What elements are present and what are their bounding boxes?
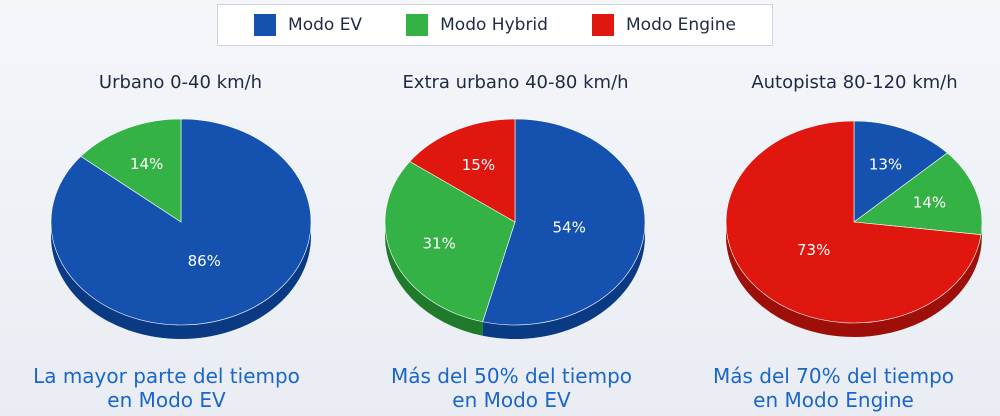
legend: Modo EV Modo Hybrid Modo Engine xyxy=(217,4,773,46)
caption-urbano-line-2: en Modo EV xyxy=(107,388,226,412)
chart-title-urbano: Urbano 0-40 km/h xyxy=(98,72,263,93)
caption-urbano: La mayor parte del tiempo en Modo EV xyxy=(0,364,333,412)
pie-slice-extra-urbano-40-80-km-h-modo-ev xyxy=(482,118,646,326)
pie-slice-extra-urbano-40-80-km-h-modo-engine xyxy=(409,118,516,223)
chart-title-autopista: Autopista 80-120 km/h xyxy=(751,72,958,93)
legend-swatch-hybrid xyxy=(406,14,429,36)
caption-extra-urbano-line-1: Más del 50% del tiempo xyxy=(390,364,633,388)
pie-label-extra-urbano-40-80-km-h-modo-hybrid: 31% xyxy=(422,235,455,253)
pie-side-extra-urbano-40-80-km-h-modo-hybrid xyxy=(385,222,483,336)
caption-autopista-line-1: Más del 70% del tiempo xyxy=(712,364,955,388)
legend-swatch-engine xyxy=(592,14,615,36)
legend-item-engine: Modo Engine xyxy=(592,14,736,36)
chart-title-extra-urbano: Extra urbano 40-80 km/h xyxy=(402,72,629,93)
pie-slice-urbano-0-40-km-h-modo-hybrid xyxy=(80,118,182,223)
pie-slice-autopista-80-120-km-h-modo-engine xyxy=(725,120,982,324)
pie-label-urbano-0-40-km-h-modo-ev: 86% xyxy=(188,252,221,270)
pie-label-extra-urbano-40-80-km-h-modo-ev: 54% xyxy=(552,218,585,236)
caption-autopista: Más del 70% del tiempo en Modo Engine xyxy=(667,364,1000,412)
pie-side-extra-urbano-40-80-km-h-modo-ev xyxy=(482,222,645,339)
pie-slice-autopista-80-120-km-h-modo-hybrid xyxy=(853,152,983,235)
pie-label-autopista-80-120-km-h-modo-hybrid: 14% xyxy=(913,194,946,212)
legend-label-hybrid: Modo Hybrid xyxy=(440,15,548,35)
legend-item-hybrid: Modo Hybrid xyxy=(406,14,548,36)
pie-slice-extra-urbano-40-80-km-h-modo-hybrid xyxy=(384,161,516,323)
pie-label-extra-urbano-40-80-km-h-modo-engine: 15% xyxy=(462,156,495,174)
pie-label-autopista-80-120-km-h-modo-engine: 73% xyxy=(797,241,830,259)
legend-item-ev: Modo EV xyxy=(254,14,362,36)
pie-label-urbano-0-40-km-h-modo-hybrid: 14% xyxy=(130,155,163,173)
legend-swatch-ev xyxy=(254,14,277,36)
pie-slice-autopista-80-120-km-h-modo-ev xyxy=(853,120,948,223)
caption-extra-urbano-line-2: en Modo EV xyxy=(452,388,571,412)
caption-autopista-line-2: en Modo Engine xyxy=(753,388,914,412)
legend-label-ev: Modo EV xyxy=(288,15,363,35)
caption-urbano-line-1: La mayor parte del tiempo xyxy=(33,364,300,388)
legend-label-engine: Modo Engine xyxy=(626,15,736,35)
caption-extra-urbano: Más del 50% del tiempo en Modo EV xyxy=(345,364,678,412)
pie-label-autopista-80-120-km-h-modo-ev: 13% xyxy=(869,156,902,174)
